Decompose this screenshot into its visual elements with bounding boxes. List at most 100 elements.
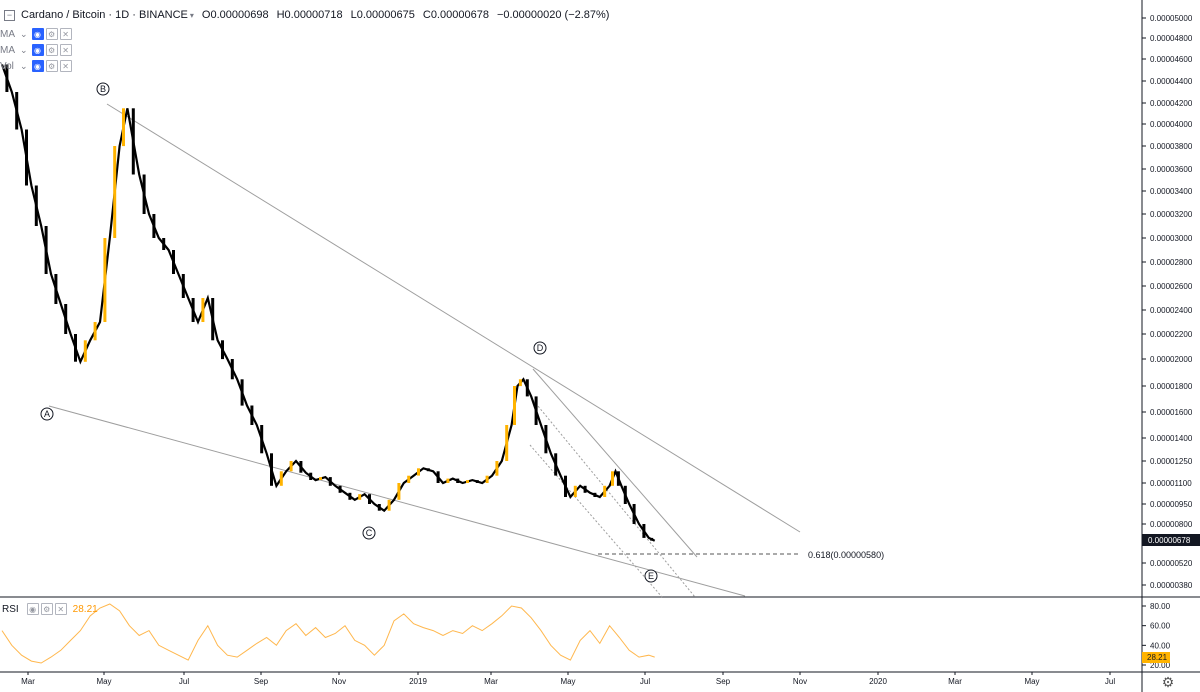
eye-icon[interactable]: ◉ — [31, 28, 44, 40]
gear-icon[interactable]: ⚙ — [45, 28, 58, 40]
candle[interactable] — [650, 537, 654, 541]
candle[interactable] — [34, 185, 38, 227]
gear-icon[interactable]: ⚙ — [45, 60, 58, 72]
lower-wedge-line[interactable] — [48, 405, 746, 597]
wave-label-e[interactable]: E — [644, 569, 658, 583]
candle[interactable] — [309, 472, 313, 480]
candle[interactable] — [172, 250, 175, 274]
candle[interactable] — [564, 475, 567, 497]
candle[interactable] — [475, 480, 479, 483]
candle[interactable] — [544, 425, 548, 454]
candle[interactable] — [131, 108, 135, 175]
eye-icon[interactable]: ◉ — [26, 603, 39, 615]
wave-label-c[interactable]: C — [362, 526, 376, 540]
candle[interactable] — [466, 480, 469, 483]
candle[interactable] — [534, 396, 538, 425]
candle[interactable] — [485, 475, 489, 483]
candle[interactable] — [181, 274, 185, 298]
candle[interactable] — [338, 485, 342, 493]
chevron-down-icon[interactable]: ⌄ — [20, 28, 28, 39]
wave-label-a[interactable]: A — [40, 407, 54, 421]
symbol-dropdown-icon[interactable]: ▾ — [189, 10, 194, 20]
candle[interactable] — [611, 471, 614, 486]
gear-icon[interactable]: ⚙ — [40, 603, 53, 615]
candle[interactable] — [603, 485, 607, 497]
candle[interactable] — [260, 425, 264, 454]
chevron-down-icon[interactable]: ⌄ — [20, 60, 28, 71]
candle[interactable] — [289, 461, 293, 472]
close-icon[interactable]: ✕ — [59, 28, 72, 40]
candle[interactable] — [593, 492, 597, 497]
candle[interactable] — [387, 499, 391, 511]
rsi-axis[interactable]: 80.00 60.00 40.00 20.00 — [1142, 602, 1171, 670]
indicator-name[interactable]: MA — [0, 28, 15, 40]
wave-label-d[interactable]: D — [533, 341, 547, 355]
wave-label-b[interactable]: B — [96, 82, 110, 96]
gear-icon[interactable]: ⚙ — [45, 44, 58, 56]
indicator-name[interactable]: Vol — [0, 60, 14, 72]
symbol-title[interactable]: Cardano / Bitcoin · 1D · BINANCE — [21, 9, 188, 21]
price-axis[interactable]: 0.00005000 0.00004800 0.00004600 0.00004400… — [1142, 14, 1193, 590]
indicator-name[interactable]: MA — [0, 44, 15, 56]
candle[interactable] — [407, 475, 411, 483]
candle[interactable] — [446, 478, 450, 483]
channel-line-mid[interactable] — [532, 399, 696, 598]
candle[interactable] — [122, 108, 125, 147]
close-icon[interactable]: ✕ — [59, 60, 72, 72]
candle[interactable] — [426, 468, 430, 472]
candle[interactable] — [54, 274, 58, 304]
candle[interactable] — [642, 524, 646, 538]
candle[interactable] — [299, 461, 303, 473]
channel-line-lower[interactable] — [529, 444, 663, 598]
candle[interactable] — [377, 504, 381, 511]
candle[interactable] — [632, 504, 636, 524]
candle[interactable] — [152, 214, 156, 238]
eye-icon[interactable]: ◉ — [31, 60, 44, 72]
time-axis[interactable]: Mar May Jul Sep Nov 2019 Mar May Jul Sep Nov 2020 Ma… — [21, 672, 1115, 686]
candle[interactable] — [505, 425, 509, 461]
close-icon[interactable]: ✕ — [54, 603, 67, 615]
candle[interactable] — [191, 298, 195, 322]
rsi-line[interactable] — [1, 603, 655, 664]
candle[interactable] — [270, 453, 273, 486]
candle[interactable] — [554, 453, 558, 476]
candle[interactable] — [250, 405, 254, 426]
candle[interactable] — [348, 492, 352, 500]
candle[interactable] — [616, 471, 620, 486]
candle[interactable] — [397, 483, 401, 500]
candle[interactable] — [142, 174, 146, 215]
candle[interactable] — [113, 146, 117, 238]
candle[interactable] — [495, 461, 499, 476]
candle[interactable] — [5, 64, 9, 93]
candle[interactable] — [44, 226, 48, 274]
candle[interactable] — [201, 298, 205, 322]
eye-icon[interactable]: ◉ — [31, 44, 44, 56]
candle[interactable] — [279, 471, 283, 486]
candle[interactable] — [15, 92, 19, 130]
channel-line-upper[interactable] — [532, 368, 698, 558]
candle[interactable] — [525, 379, 529, 397]
candle[interactable] — [513, 386, 516, 425]
candle[interactable] — [623, 485, 627, 504]
candle[interactable] — [417, 468, 420, 476]
candle[interactable] — [518, 379, 522, 387]
candle[interactable] — [93, 322, 97, 341]
candle[interactable] — [583, 485, 587, 493]
candle[interactable] — [328, 477, 332, 486]
candle[interactable] — [436, 471, 440, 483]
settings-gear-icon[interactable]: ⚙ — [1161, 674, 1175, 690]
collapse-legend-icon[interactable]: − — [4, 9, 15, 21]
candle[interactable] — [319, 477, 322, 480]
candle[interactable] — [162, 238, 166, 250]
candle[interactable] — [74, 334, 77, 362]
rsi-name[interactable]: RSI — [2, 603, 19, 615]
candle[interactable] — [456, 478, 460, 483]
close-icon[interactable]: ✕ — [59, 44, 72, 56]
candle[interactable] — [240, 379, 244, 406]
upper-wedge-line[interactable] — [106, 103, 801, 533]
candle[interactable] — [230, 359, 234, 380]
candle[interactable] — [64, 304, 68, 334]
candle[interactable] — [25, 129, 28, 186]
candle[interactable] — [103, 238, 107, 322]
